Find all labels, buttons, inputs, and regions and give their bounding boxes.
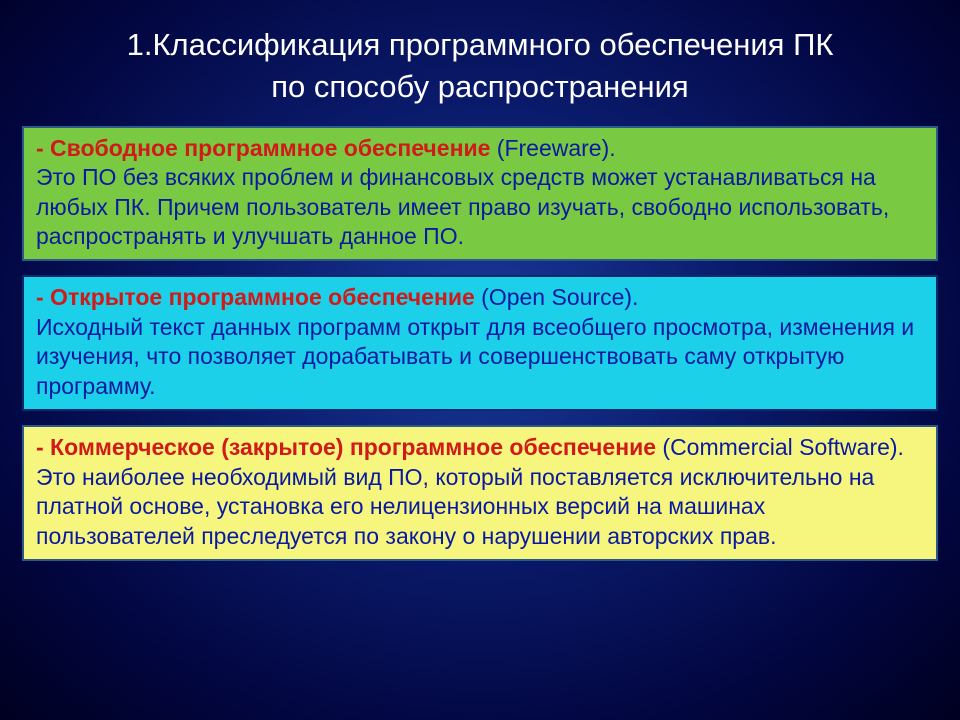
box-opensource: - Открытое программное обеспечение (Open… — [22, 275, 938, 411]
box-commercial-heading-suffix: (Commercial Software). — [656, 434, 904, 460]
box-commercial-body: Это наиболее необходимый вид ПО, который… — [36, 464, 874, 549]
box-commercial: - Коммерческое (закрытое) программное об… — [22, 425, 938, 561]
box-freeware-heading: - Свободное программное обеспечение — [36, 135, 490, 161]
box-freeware: - Свободное программное обеспечение (Fre… — [22, 126, 938, 262]
box-commercial-heading: - Коммерческое (закрытое) программное об… — [36, 434, 656, 460]
box-opensource-heading: - Открытое программное обеспечение — [36, 284, 475, 310]
box-opensource-body: Исходный текст данных программ открыт дл… — [36, 314, 914, 399]
title-line2: по способу распространения — [22, 66, 938, 108]
box-freeware-body: Это ПО без всяких проблем и финансовых с… — [36, 164, 889, 249]
box-freeware-heading-suffix: (Freeware). — [490, 135, 615, 161]
title-line1: 1.Классификация программного обеспечения… — [22, 24, 938, 66]
box-opensource-heading-suffix: (Open Source). — [475, 284, 639, 310]
slide-title: 1.Классификация программного обеспечения… — [22, 24, 938, 108]
